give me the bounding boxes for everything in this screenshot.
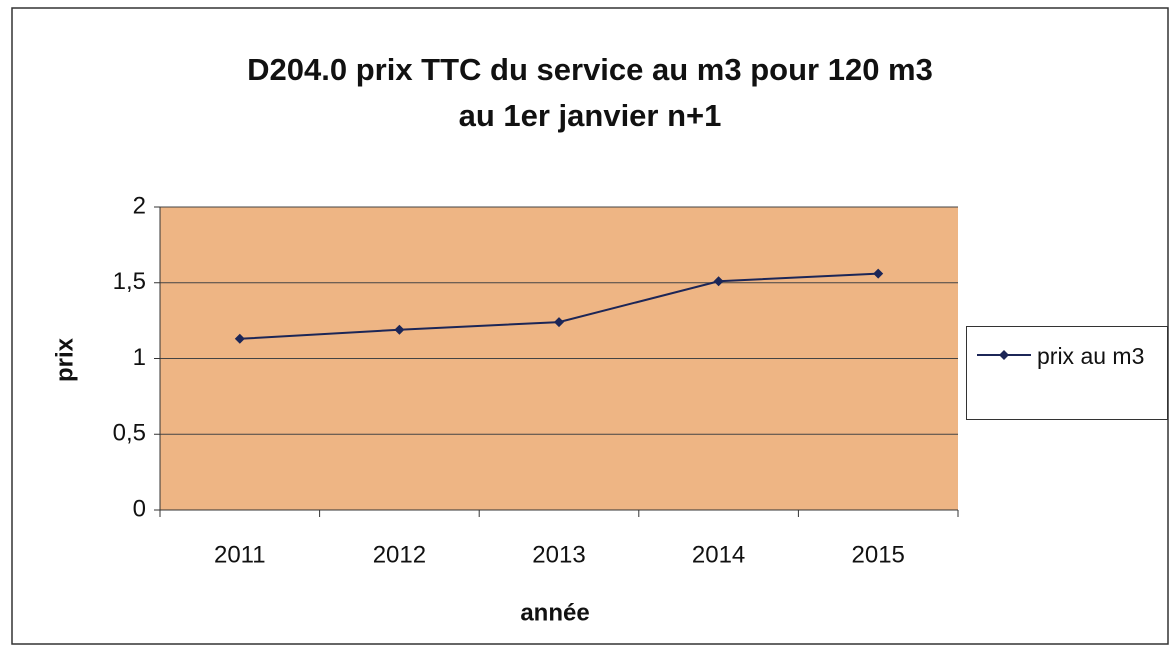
- y-tick-label: 0: [133, 495, 146, 522]
- legend: prix au m3: [966, 326, 1168, 420]
- x-tick-label: 2013: [532, 541, 585, 568]
- x-tick-label: 2015: [852, 541, 905, 568]
- point: [713, 276, 724, 287]
- y-tick-label: 2: [133, 192, 146, 219]
- x-axis-label: année: [520, 599, 589, 626]
- x-tick-label: 2012: [373, 541, 426, 568]
- chart-title: D204.0 prix TTC du service au m3 pour 12…: [247, 52, 933, 87]
- y-tick-label: 0,5: [113, 420, 146, 447]
- point: [234, 333, 245, 344]
- x-tick-label: 2014: [692, 541, 745, 568]
- y-axis-label: prix: [51, 337, 78, 382]
- point: [873, 268, 884, 279]
- y-tick-label: 1,5: [113, 268, 146, 295]
- legend-label: prix au m3: [1037, 343, 1145, 369]
- y-tick-label: 1: [133, 344, 146, 371]
- legend-marker: [999, 350, 1009, 360]
- point: [554, 317, 564, 328]
- point: [394, 324, 405, 335]
- x-tick-label: 2011: [214, 541, 266, 568]
- chart-title: au 1er janvier n+1: [459, 98, 722, 133]
- legend-symbol: [977, 350, 1031, 360]
